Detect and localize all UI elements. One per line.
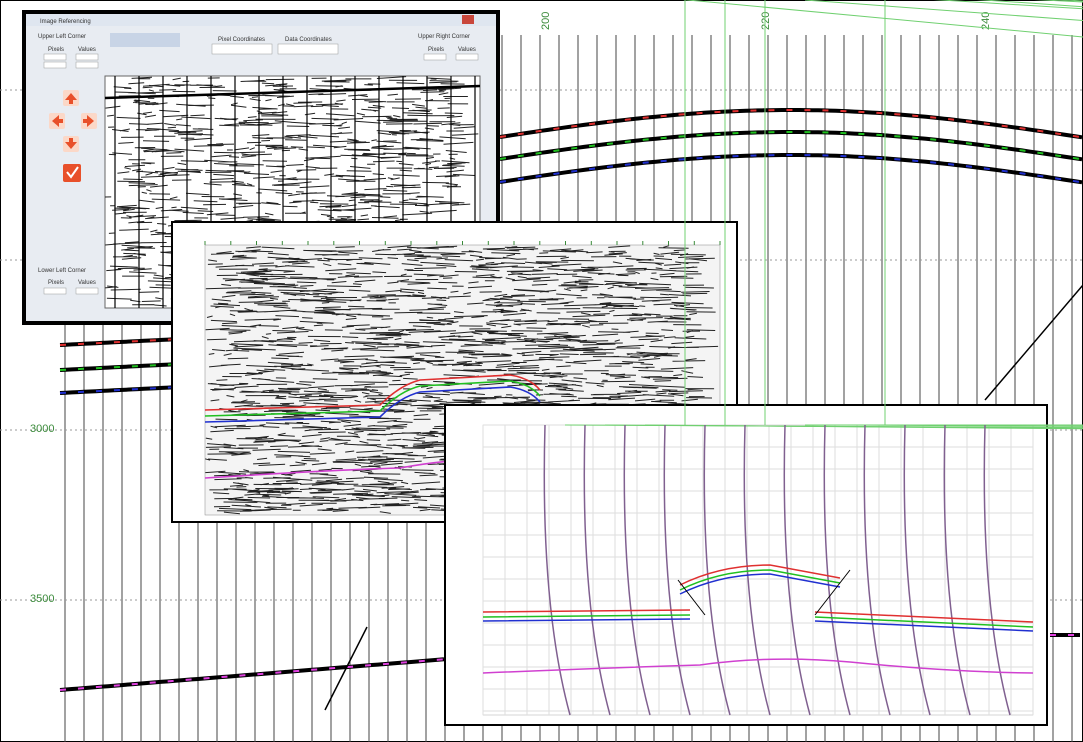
- horizon: [482, 569, 1034, 628]
- input[interactable]: [75, 287, 99, 295]
- horizon: [104, 84, 481, 100]
- trace-lines: [114, 76, 476, 308]
- label: Pixels: [48, 280, 64, 286]
- input[interactable]: [455, 53, 479, 61]
- label: Pixel Coordinates: [218, 37, 265, 43]
- horizon: [59, 363, 175, 371]
- arrow-buttons[interactable]: [49, 90, 97, 182]
- horizon: [499, 131, 1083, 161]
- well-path: [863, 424, 891, 716]
- readout: [277, 43, 339, 55]
- label: Pixels: [48, 47, 64, 53]
- well-path: [783, 424, 811, 716]
- well-path: [543, 424, 571, 716]
- y-axis-label: 3500: [30, 593, 54, 605]
- horizon: [59, 338, 175, 346]
- horizon: [499, 109, 1083, 139]
- input[interactable]: [75, 61, 99, 69]
- horizon: [499, 154, 1083, 184]
- label: Upper Left Corner: [38, 34, 86, 40]
- well-path: [703, 424, 731, 716]
- title-bar: [26, 14, 496, 26]
- close-button[interactable]: [462, 15, 474, 24]
- well-path: [623, 424, 651, 716]
- well-log-panel: [444, 0, 1083, 726]
- well-path: [943, 424, 971, 716]
- x-axis-label: 240: [980, 12, 992, 30]
- input[interactable]: [43, 287, 67, 295]
- well-path: [743, 424, 771, 716]
- input[interactable]: [43, 53, 67, 61]
- x-axis-label: 200: [540, 12, 552, 30]
- horizon: [482, 564, 1034, 623]
- well-path: [663, 424, 691, 716]
- well-path: [583, 424, 611, 716]
- label: Upper Right Corner: [418, 34, 470, 40]
- well-path: [823, 424, 851, 716]
- input[interactable]: [43, 61, 67, 69]
- label: Lower Left Corner: [38, 268, 86, 274]
- dialog-title: Image Referencing: [40, 19, 91, 25]
- well-path: [903, 424, 931, 716]
- ticks: [204, 241, 721, 245]
- toolbar[interactable]: [110, 33, 180, 47]
- fault: [677, 569, 851, 616]
- label: Values: [78, 47, 96, 53]
- input[interactable]: [75, 53, 99, 61]
- horizon: [59, 657, 445, 692]
- label: Values: [78, 280, 96, 286]
- x-axis-label: 220: [760, 12, 772, 30]
- well-path: [983, 424, 1011, 716]
- label: Values: [458, 47, 476, 53]
- label: Data Coordinates: [285, 37, 332, 43]
- horizon: [59, 386, 175, 394]
- horizon: [482, 658, 1034, 674]
- readout: [211, 43, 273, 55]
- y-axis-label: 3000: [30, 423, 54, 435]
- fault: [324, 284, 1083, 711]
- label: Pixels: [428, 47, 444, 53]
- input[interactable]: [423, 53, 447, 61]
- horizon: [482, 573, 1034, 632]
